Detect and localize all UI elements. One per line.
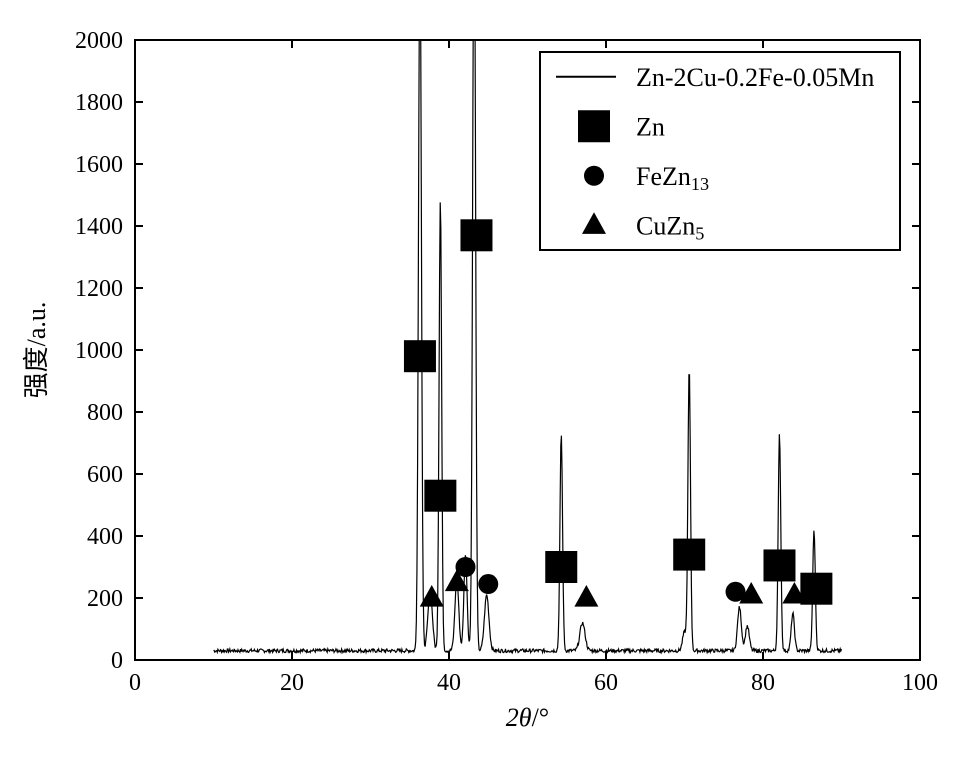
x-tick-label: 40 <box>437 670 461 696</box>
y-tick-label: 400 <box>87 524 123 550</box>
zn-square-marker <box>578 110 610 142</box>
y-tick-label: 2000 <box>75 28 123 54</box>
y-tick-label: 0 <box>111 648 123 674</box>
fezn13-circle-marker <box>584 166 604 186</box>
y-tick-label: 600 <box>87 462 123 488</box>
fezn13-circle-marker <box>455 557 475 577</box>
x-tick-label: 0 <box>129 670 141 696</box>
legend-label: FeZn13 <box>636 162 709 194</box>
legend-label: Zn-2Cu-0.2Fe-0.05Mn <box>636 63 874 92</box>
x-tick-label: 20 <box>280 670 304 696</box>
legend-label: Zn <box>636 112 665 141</box>
fezn13-circle-marker <box>478 574 498 594</box>
cuzn5-triangle-marker <box>582 212 606 234</box>
zn-square-marker <box>545 551 577 583</box>
plot-frame <box>135 40 920 660</box>
zn-square-marker <box>404 340 436 372</box>
x-tick-label: 60 <box>594 670 618 696</box>
y-tick-label: 800 <box>87 400 123 426</box>
zn-square-marker <box>424 480 456 512</box>
y-tick-label: 200 <box>87 586 123 612</box>
xrd-chart-figure: 0204060801000200400600800100012001400160… <box>0 0 965 768</box>
y-tick-label: 1200 <box>75 276 123 302</box>
y-tick-label: 1600 <box>75 152 123 178</box>
x-tick-label: 80 <box>751 670 775 696</box>
marker-layer <box>404 219 832 606</box>
zn-square-marker <box>673 539 705 571</box>
cuzn5-triangle-marker <box>574 585 598 607</box>
chart-svg: 0204060801000200400600800100012001400160… <box>0 0 965 768</box>
x-axis-label: 2θ/° <box>506 703 549 732</box>
zn-square-marker <box>800 573 832 605</box>
zn-square-marker <box>460 219 492 251</box>
y-tick-label: 1000 <box>75 338 123 364</box>
y-axis-label: 强度/a.u. <box>22 302 51 399</box>
legend-label: CuZn5 <box>636 211 704 243</box>
y-tick-label: 1800 <box>75 90 123 116</box>
y-tick-label: 1400 <box>75 214 123 240</box>
zn-square-marker <box>763 549 795 581</box>
xrd-trace <box>214 0 842 653</box>
x-tick-label: 100 <box>902 670 938 696</box>
